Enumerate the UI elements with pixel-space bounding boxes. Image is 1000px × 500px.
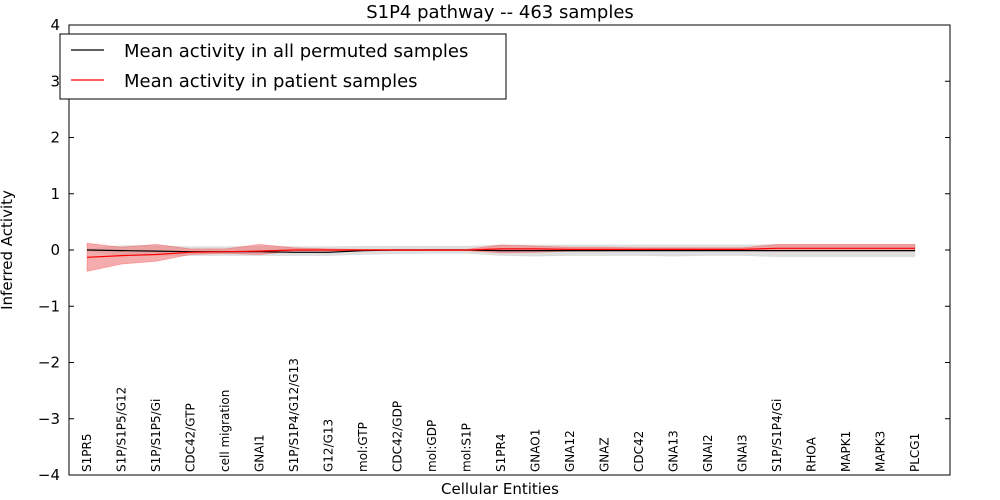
y-tick-label: 2 bbox=[50, 129, 60, 147]
x-category-label: GNA13 bbox=[667, 430, 681, 472]
plot-frame bbox=[68, 24, 951, 476]
x-category-label: GNAI2 bbox=[701, 434, 715, 472]
y-tick-label: 1 bbox=[50, 185, 60, 203]
x-category-label: GNAZ bbox=[598, 437, 612, 472]
x-category-label: GNAI1 bbox=[253, 434, 267, 472]
y-tick-label: −3 bbox=[38, 410, 60, 428]
y-axis-title: Inferred Activity bbox=[0, 190, 16, 310]
chart-title: S1P4 pathway -- 463 samples bbox=[366, 2, 634, 23]
x-category-label: mol:GTP bbox=[356, 422, 370, 472]
x-category-label: S1P/S1P5/Gi bbox=[149, 399, 163, 472]
x-category-label: S1P/S1P4/G12/G13 bbox=[287, 358, 301, 472]
x-category-label: mol:S1P bbox=[460, 423, 474, 472]
x-category-label: G12/G13 bbox=[322, 419, 336, 472]
confidence-bands bbox=[86, 242, 916, 272]
legend: Mean activity in all permuted samples Me… bbox=[59, 33, 507, 100]
x-category-label: GNA12 bbox=[563, 430, 577, 472]
x-category-label: RHOA bbox=[805, 436, 819, 472]
y-tick-label: −4 bbox=[38, 466, 60, 484]
x-category-label: S1P/S1P5/G12 bbox=[115, 387, 129, 472]
x-category-label: MAPK1 bbox=[839, 431, 853, 472]
category-labels: S1PR5 S1P/S1P5/G12 S1P/S1P5/Gi CDC42/GTP cel… bbox=[80, 358, 922, 472]
legend-box bbox=[59, 33, 507, 100]
x-category-label: CDC42/GTP bbox=[184, 403, 198, 472]
x-category-label: GNAI3 bbox=[736, 434, 750, 472]
y-tick-label: 0 bbox=[50, 241, 60, 259]
x-category-label: GNAO1 bbox=[529, 429, 543, 472]
y-tick-label: 3 bbox=[50, 72, 60, 90]
x-category-label: PLCG1 bbox=[908, 433, 922, 472]
x-category-label: CDC42/GDP bbox=[391, 401, 405, 472]
x-category-label: S1PR5 bbox=[80, 434, 94, 472]
legend-label-permuted: Mean activity in all permuted samples bbox=[124, 41, 468, 62]
y-tick-label: −1 bbox=[38, 297, 60, 315]
x-category-label: mol:GDP bbox=[425, 420, 439, 472]
y-tick-label: −2 bbox=[38, 354, 60, 372]
x-category-label: cell migration bbox=[218, 390, 232, 472]
line-patient bbox=[86, 247, 915, 258]
legend-label-patient: Mean activity in patient samples bbox=[124, 71, 418, 92]
series-lines bbox=[86, 247, 915, 258]
x-category-label: CDC42 bbox=[632, 431, 646, 472]
x-category-label: S1PR4 bbox=[494, 434, 508, 472]
x-category-label: MAPK3 bbox=[874, 431, 888, 472]
x-category-label: S1P/S1P4/Gi bbox=[770, 399, 784, 472]
y-tick-label: 4 bbox=[50, 16, 60, 34]
y-axis-ticks: 4 3 2 1 0 −1 −2 −3 −4 bbox=[38, 16, 950, 484]
x-axis-title: Cellular Entities bbox=[441, 480, 559, 498]
